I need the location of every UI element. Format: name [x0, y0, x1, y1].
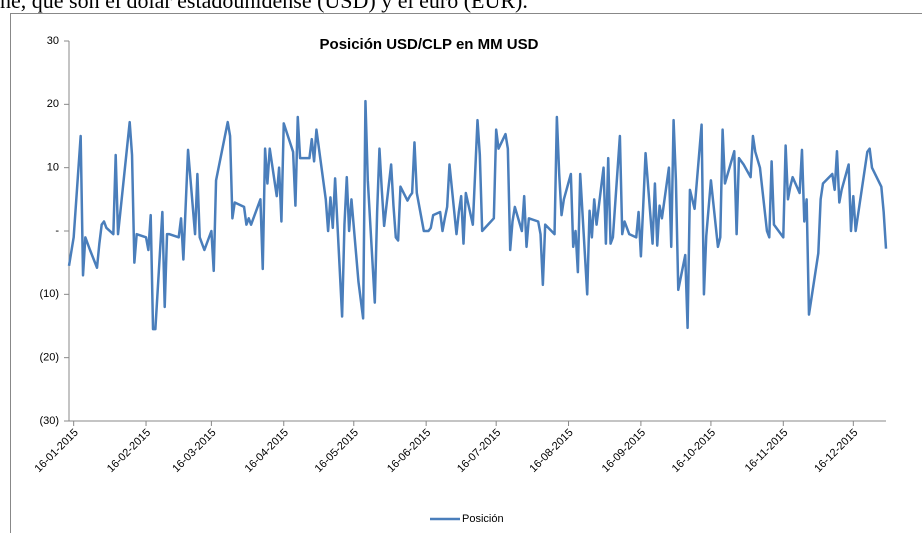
document-text: ne, que son el dólar estadounidense (USD…	[0, 0, 528, 13]
y-tick-label: 30	[47, 35, 59, 47]
series-line	[67, 99, 888, 331]
x-tick-label: 16-05-2015	[313, 427, 361, 475]
x-tick-label: 16-04-2015	[243, 427, 291, 475]
y-tick-label: 10	[47, 162, 59, 174]
x-tick-label: 16-06-2015	[385, 427, 433, 475]
x-tick-label: 16-03-2015	[170, 427, 218, 475]
y-tick-label: (30)	[39, 415, 59, 427]
y-tick-label: (10)	[39, 288, 59, 300]
x-tick-label: 16-08-2015	[527, 427, 575, 475]
x-tick-label: 16-09-2015	[600, 427, 648, 475]
x-tick-label: 16-11-2015	[743, 427, 791, 475]
x-tick-label: 16-10-2015	[670, 427, 718, 475]
y-tick-label: (20)	[39, 352, 59, 364]
chart-border	[10, 13, 922, 533]
x-tick-label: 16-02-2015	[105, 427, 153, 475]
x-tick-label: 16-12-2015	[812, 427, 860, 475]
x-tick-label: 16-01-2015	[33, 427, 81, 475]
legend-label: Posición	[462, 513, 504, 525]
y-tick-label: -	[55, 225, 59, 237]
chart-title: Posición USD/CLP en MM USD	[320, 36, 539, 53]
x-tick-label: 16-07-2015	[455, 427, 503, 475]
y-tick-label: 20	[47, 98, 59, 110]
